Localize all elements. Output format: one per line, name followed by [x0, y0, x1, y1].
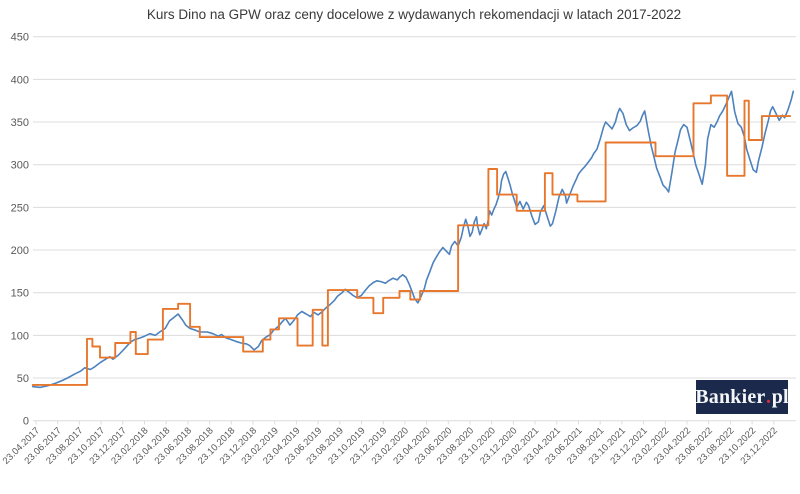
y-tick-label: 50	[17, 373, 29, 385]
bankier-logo: Bankier. pl	[695, 380, 789, 414]
target-price-line	[31, 94, 792, 386]
y-tick-label: 200	[11, 245, 29, 257]
y-tick-label: 250	[11, 202, 29, 214]
x-axis-labels: 23.04.201723.06.201723.08.201723.10.2017…	[1, 425, 780, 466]
logo-text-bankier: Bankier	[695, 385, 766, 408]
logo-dot: .	[766, 385, 772, 408]
y-tick-label: 0	[23, 416, 29, 428]
y-tick-label: 400	[11, 74, 29, 86]
x-axis-ticks	[35, 420, 775, 425]
y-axis-labels: 0 50 100 150 200 250 300 350 400 450	[11, 32, 29, 428]
gridlines	[33, 36, 796, 422]
y-tick-label: 350	[11, 117, 29, 129]
chart-title: Kurs Dino na GPW oraz ceny docelowe z wy…	[146, 7, 682, 22]
logo-text-pl: pl	[771, 385, 789, 408]
y-tick-label: 450	[11, 32, 29, 44]
y-tick-label: 300	[11, 160, 29, 172]
y-tick-label: 150	[11, 288, 29, 300]
stock-price-line	[31, 90, 795, 389]
y-tick-label: 100	[11, 330, 29, 342]
